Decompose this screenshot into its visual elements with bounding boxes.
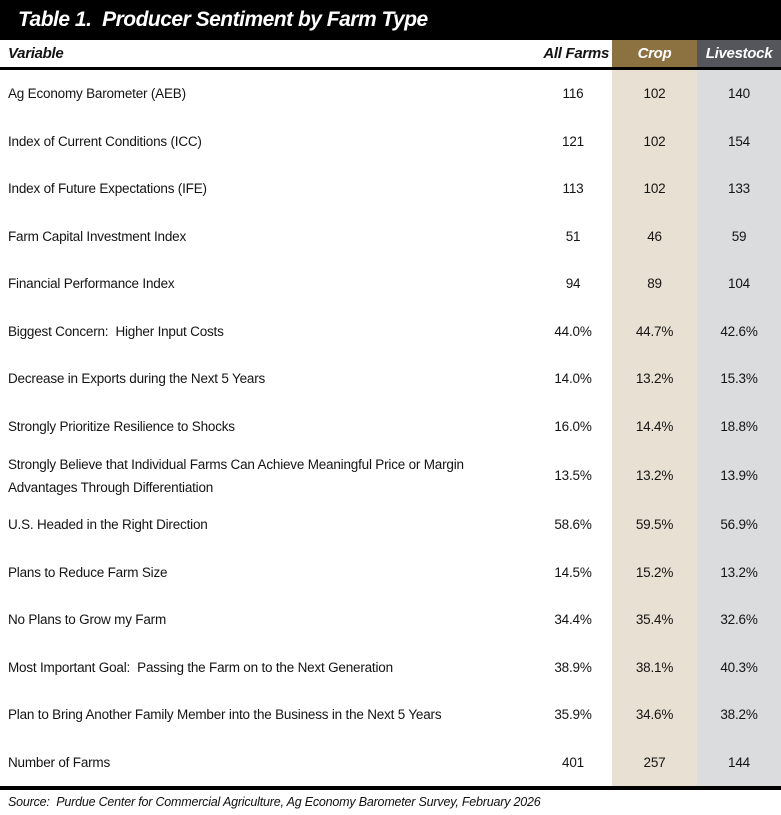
value-all-farms: 44.0% [554,323,592,339]
value-livestock: 133 [697,165,781,213]
table-row: Index of Current Conditions (ICC) 121 10… [0,117,781,165]
source-note: Source: Purdue Center for Commercial Agr… [8,795,541,809]
value-livestock: 154 [697,117,781,165]
row-label: Financial Performance Index [8,276,175,292]
row-label: Strongly Prioritize Resilience to Shocks [8,418,235,434]
value-livestock: 32.6% [697,596,781,644]
value-crop: 35.4% [612,596,697,644]
value-crop: 44.7% [612,307,697,355]
value-livestock: 13.2% [697,548,781,596]
value-crop: 89 [612,260,697,308]
row-label: No Plans to Grow my Farm [8,612,166,628]
table-row: Decrease in Exports during the Next 5 Ye… [0,355,781,403]
value-livestock: 40.3% [697,643,781,691]
value-livestock: 38.2% [697,691,781,739]
value-livestock: 42.6% [697,307,781,355]
value-livestock: 13.9% [697,450,781,501]
value-crop: 15.2% [612,548,697,596]
row-label: Most Important Goal: Passing the Farm on… [8,659,393,675]
value-livestock: 18.8% [697,402,781,450]
value-all-farms: 16.0% [554,418,592,434]
value-all-farms: 401 [562,754,584,770]
value-crop: 102 [612,117,697,165]
table-title-bar: Table 1. Producer Sentiment by Farm Type [0,0,781,40]
value-livestock: 104 [697,260,781,308]
row-label: Ag Economy Barometer (AEB) [8,86,186,102]
table-row: Financial Performance Index 94 89 104 [0,260,781,308]
table-row: Plan to Bring Another Family Member into… [0,691,781,739]
value-all-farms: 34.4% [554,612,592,628]
column-header-row: Variable All Farms Crop Livestock [0,40,781,67]
row-label: Decrease in Exports during the Next 5 Ye… [8,371,266,387]
table-row: Farm Capital Investment Index 51 46 59 [0,212,781,260]
column-header-crop: Crop [612,40,697,67]
table-row: No Plans to Grow my Farm 34.4% 35.4% 32.… [0,596,781,644]
table-row: Most Important Goal: Passing the Farm on… [0,643,781,691]
value-crop: 59.5% [612,501,697,549]
value-livestock: 59 [697,212,781,260]
row-label: Plans to Reduce Farm Size [8,564,168,580]
bottom-rule [0,786,781,790]
table-row: Strongly Believe that Individual Farms C… [0,450,781,501]
value-crop: 102 [612,165,697,213]
value-crop: 34.6% [612,691,697,739]
row-label: Biggest Concern: Higher Input Costs [8,323,224,339]
table-row: Ag Economy Barometer (AEB) 116 102 140 [0,70,781,118]
value-crop: 13.2% [612,450,697,501]
column-header-variable: Variable [8,45,64,62]
column-header-all-farms: All Farms [543,45,609,62]
row-label: Number of Farms [8,754,111,770]
table-row: U.S. Headed in the Right Direction 58.6%… [0,501,781,549]
value-livestock: 56.9% [697,501,781,549]
table-row: Plans to Reduce Farm Size 14.5% 15.2% 13… [0,548,781,596]
header-divider-rule [0,67,781,70]
value-all-farms: 51 [565,228,581,244]
row-label: Plan to Bring Another Family Member into… [8,707,442,723]
value-all-farms: 94 [565,276,581,292]
value-all-farms: 116 [562,86,584,102]
table-title: Table 1. Producer Sentiment by Farm Type [18,8,428,31]
value-crop: 38.1% [612,643,697,691]
table-body: Ag Economy Barometer (AEB) 116 102 140 I… [0,70,781,786]
column-header-livestock: Livestock [697,40,781,67]
row-label: Index of Current Conditions (ICC) [8,133,202,149]
value-all-farms: 113 [562,181,584,197]
value-all-farms: 35.9% [554,707,592,723]
table-row: Biggest Concern: Higher Input Costs 44.0… [0,307,781,355]
value-livestock: 15.3% [697,355,781,403]
value-crop: 14.4% [612,402,697,450]
value-all-farms: 121 [562,133,584,149]
value-livestock: 140 [697,70,781,118]
table-row: Strongly Prioritize Resilience to Shocks… [0,402,781,450]
value-all-farms: 14.0% [554,371,592,387]
value-all-farms: 14.5% [554,564,592,580]
value-crop: 46 [612,212,697,260]
value-crop: 102 [612,70,697,118]
value-all-farms: 13.5% [554,468,592,483]
row-label: Farm Capital Investment Index [8,228,187,244]
table-row: Index of Future Expectations (IFE) 113 1… [0,165,781,213]
row-label: Strongly Believe that Individual Farms C… [8,456,467,495]
row-label: Index of Future Expectations (IFE) [8,181,207,197]
value-crop: 257 [612,738,697,786]
value-crop: 13.2% [612,355,697,403]
value-all-farms: 58.6% [554,517,592,533]
value-all-farms: 38.9% [554,659,592,675]
table-row: Number of Farms 401 257 144 [0,738,781,786]
row-label: U.S. Headed in the Right Direction [8,517,208,533]
value-livestock: 144 [697,738,781,786]
